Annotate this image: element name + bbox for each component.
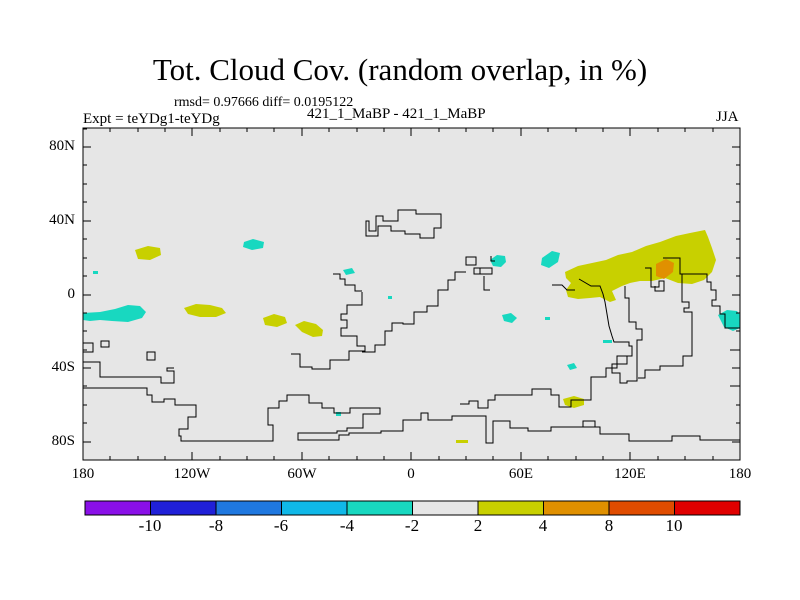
plot-title: Tot. Cloud Cov. (random overlap, in %) [152,52,648,87]
coast-new-guinea [638,274,693,379]
coast-africa-west [333,273,362,292]
patch-yellow-atlantic [295,321,323,337]
lon-label-180w: 180 [71,466,95,482]
run-comparison-label: 421_1_MaBP - 421_1_MaBP [307,106,486,122]
colorbar-label: 10 [665,516,683,535]
rmsd-diff-stats: rmsd= 0.97666 diff= 0.0195122 [174,95,354,110]
coast-pacific-islands [663,257,740,329]
patch-cyan-e-edge [718,310,740,331]
coast-south-america [291,292,366,370]
coast-africa [362,271,466,353]
lon-label-60w: 60W [287,466,317,482]
lat-label-80s: 80S [51,433,75,449]
coast-w-box-2 [146,351,156,361]
colorbar-box-5 [346,500,413,516]
patch-cyan-arabia [490,255,506,267]
colorbar-box-2 [150,500,217,516]
colorbar-label: -4 [339,516,355,535]
coast-asia-east [611,286,643,384]
coast-w-edge-2 [83,361,175,384]
lon-label-120w: 120W [173,466,211,482]
map-background [83,128,740,460]
lat-label-40s: 40S [51,359,75,375]
patch-cyan-tiny-4 [545,317,550,320]
colorbar-label: -8 [208,516,224,535]
patch-yellow-n-pacific [135,246,161,260]
colorbar [84,500,741,516]
patch-cyan-tiny-5 [603,340,612,343]
coast-australia [460,278,633,409]
colorbar-box-10 [674,500,741,516]
bottom-ticks [109,452,714,460]
patch-cyan-ne-pacific [243,239,264,250]
patch-yellow-s-ocean [563,396,584,408]
colorbar-box-8 [543,500,610,516]
season-label: JJA [716,109,739,125]
lon-label-180e: 180 [728,466,752,482]
patch-cyan-tiny-1 [93,271,98,274]
lat-label-80n: 80N [49,138,75,154]
top-ticks [109,128,714,136]
patch-cyan-indian [541,251,560,268]
colorbar-box-6 [412,500,479,516]
colorbar-box-3 [215,500,282,516]
coast-antarctica [83,387,740,444]
patch-cyan-indian-2 [502,313,517,323]
coast-madagascar-area [552,284,575,291]
patch-yellow-e-pacific [184,304,226,317]
coastlines [83,209,740,444]
plot-frame [82,127,741,461]
patch-yellow-e-pacific-2 [263,314,287,327]
colorbar-label: -6 [273,516,289,535]
lon-label-120e: 120E [614,466,646,482]
patch-cyan-tiny-3 [388,296,392,299]
lat-label-0: 0 [67,286,76,302]
patch-orange-japan [656,259,674,279]
lat-label-40n: 40N [49,212,75,228]
coast-antarctic-box [582,420,596,428]
coast-greenland [365,209,442,239]
colorbar-label: 2 [473,516,483,535]
colorbar-label: 4 [538,516,548,535]
coast-n-america-islands [465,256,495,275]
colorbar-box-1 [84,500,151,516]
colorbar-box-9 [608,500,675,516]
colorbar-label: 8 [604,516,614,535]
patch-cyan-s-indian [567,363,577,370]
colorbar-box-4 [281,500,348,516]
coast-w-edge-1 [83,342,94,353]
patch-cyan-w-pacific [83,305,146,322]
lon-label-60e: 60E [508,466,534,482]
coast-japan [645,267,665,292]
colorbar-box-7 [477,500,544,516]
coast-africa-east [483,276,490,291]
left-ticks [83,128,91,443]
patch-yellow-tiny [456,440,468,443]
experiment-label: Expt = teYDg1-teYDg [83,111,220,127]
anomaly-patches [83,230,740,443]
lon-label-0: 0 [407,466,415,482]
coast-w-box [100,340,110,348]
colorbar-label: -10 [138,516,162,535]
patch-cyan-tiny-2 [343,268,355,275]
right-ticks [732,146,740,443]
patch-yellow-asia [565,230,716,302]
colorbar-label: -2 [404,516,420,535]
